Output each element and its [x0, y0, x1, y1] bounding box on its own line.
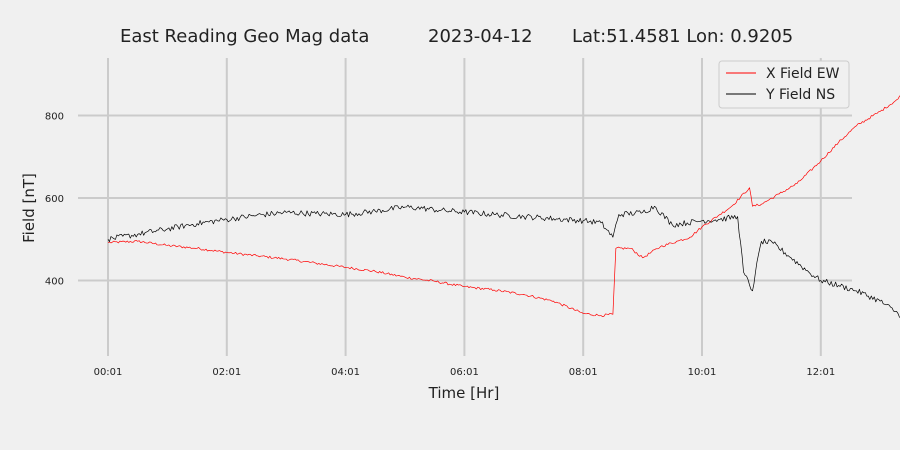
y-tick-label: 600: [45, 194, 64, 205]
title-location: Lat:51.4581 Lon: 0.9205: [572, 26, 793, 47]
x-tick-label: 12:01: [806, 367, 835, 378]
x-axis-label: Time [Hr]: [428, 384, 500, 402]
legend-label-x-field: X Field EW: [766, 66, 840, 82]
title-station: East Reading Geo Mag data: [120, 26, 369, 47]
legend-label-y-field: Y Field NS: [765, 87, 835, 103]
y-axis-label: Field [nT]: [20, 173, 38, 243]
grid: [78, 58, 852, 356]
y-tick-label: 800: [45, 112, 64, 123]
y-tick-label: 400: [45, 277, 64, 288]
series-lines: [107, 95, 900, 318]
series-line-y-field-ns: [107, 204, 900, 318]
x-tick-label: 04:01: [331, 367, 360, 378]
y-axis-ticks: 400 600 800: [45, 112, 64, 288]
legend: X Field EW Y Field NS: [718, 60, 850, 109]
title-date: 2023-04-12: [428, 26, 533, 47]
x-tick-label: 08:01: [569, 367, 598, 378]
x-tick-label: 00:01: [94, 367, 123, 378]
series-line-x-field-ew: [107, 95, 900, 317]
x-tick-label: 02:01: [212, 367, 241, 378]
chart-title: East Reading Geo Mag data 2023-04-12 Lat…: [120, 26, 793, 47]
x-tick-label: 06:01: [450, 367, 479, 378]
x-tick-label: 10:01: [688, 367, 717, 378]
x-axis-ticks: 00:0102:0104:0106:0108:0110:0112:0114:01…: [94, 367, 836, 378]
